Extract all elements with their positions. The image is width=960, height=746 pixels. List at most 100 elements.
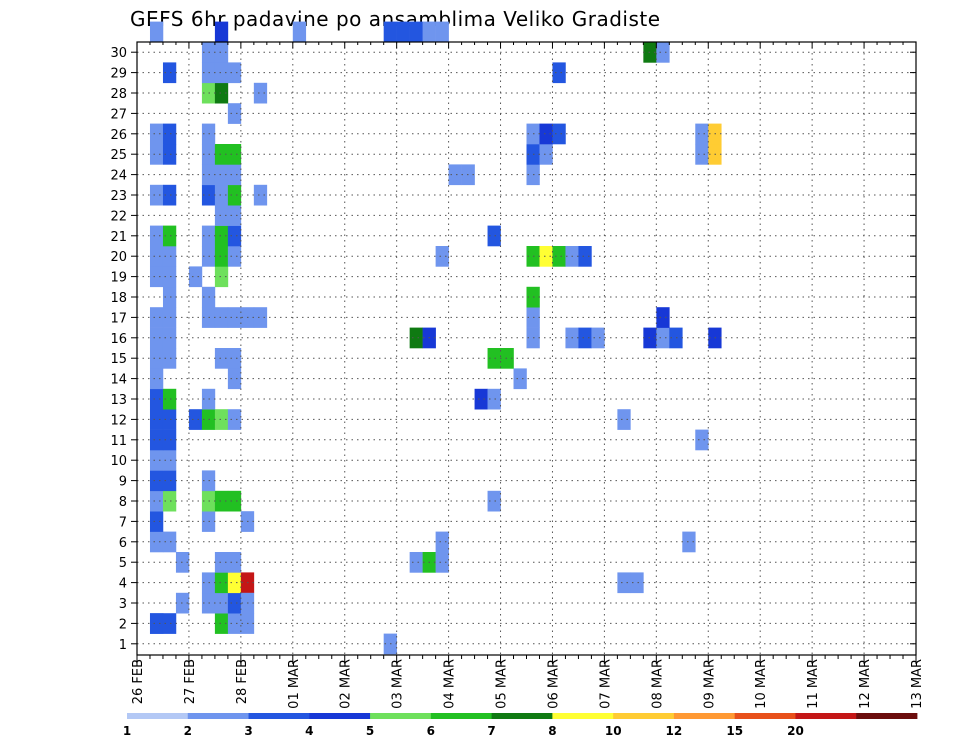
y-tick-label: 19: [110, 271, 127, 286]
heatmap-cell: [214, 572, 229, 594]
heatmap-cell: [149, 144, 164, 165]
heatmap-cell: [227, 144, 242, 165]
heatmap-cell: [214, 144, 229, 165]
legend-swatch: [491, 713, 553, 719]
heatmap-cell: [253, 82, 268, 104]
heatmap-cell: [162, 327, 177, 349]
heatmap-cell: [214, 613, 229, 634]
heatmap-cell: [552, 246, 566, 267]
heatmap-cell: [578, 327, 592, 349]
heatmap-cell: [214, 164, 229, 186]
grid-lines: [137, 42, 916, 655]
heatmap-cell: [487, 490, 501, 512]
heatmap-cell: [435, 531, 449, 553]
heatmap-cell: [227, 490, 242, 512]
heatmap-cell: [227, 409, 242, 430]
y-tick-label: 1: [119, 638, 127, 653]
heatmap-cell: [227, 62, 242, 84]
y-tick-label: 18: [110, 291, 127, 306]
legend-label: 15: [726, 724, 743, 738]
heatmap-cell: [162, 613, 177, 634]
x-tick-label: 09 MAR: [702, 659, 717, 709]
heatmap-cell: [149, 429, 164, 451]
legend-swatch: [552, 713, 614, 719]
heatmap-cell: [669, 327, 683, 349]
heatmap-cell: [695, 429, 709, 451]
heatmap-cell: [695, 144, 709, 165]
x-tick-label: 02 MAR: [339, 659, 354, 709]
y-tick-label: 16: [110, 332, 127, 347]
heatmap-cell: [253, 184, 268, 206]
heatmap-cell: [552, 123, 566, 145]
heatmap-cell: [214, 348, 229, 369]
y-tick-label: 17: [110, 311, 127, 326]
legend-label: 20: [787, 724, 804, 738]
heatmap-cell: [591, 327, 605, 349]
heatmap-cell: [617, 572, 631, 594]
heatmap-cell: [162, 62, 177, 84]
heatmap-cell: [149, 123, 164, 145]
x-tick-label: 13 MAR: [910, 659, 925, 709]
legend-swatch: [309, 713, 371, 719]
heatmap-cell: [214, 246, 229, 267]
heatmap-cell: [162, 225, 177, 247]
heatmap-cell: [188, 409, 203, 430]
x-tick-label: 03 MAR: [391, 659, 406, 709]
heatmap-cell: [214, 21, 229, 43]
heatmap-cell: [162, 450, 177, 471]
heatmap-cell: [214, 307, 229, 328]
legend-swatch: [248, 713, 310, 719]
heatmap-cell: [175, 552, 190, 573]
heatmap-cell: [149, 388, 164, 410]
heatmap-cell: [617, 409, 631, 430]
heatmap-cell: [539, 144, 553, 165]
heatmap-cell: [292, 21, 307, 43]
heatmap-cell: [188, 266, 203, 288]
heatmap-cell: [227, 184, 242, 206]
x-axis: 26 FEB 27 FEB 28 FEB 01 MAR 02 MAR 03 MAR 04 M…: [131, 42, 925, 709]
y-tick-label: 11: [110, 434, 127, 449]
legend-label: 6: [427, 724, 435, 738]
heatmap-cell: [162, 531, 177, 553]
heatmap-cell: [578, 246, 592, 267]
y-tick-label: 10: [110, 454, 127, 469]
heatmap-cell: [383, 21, 397, 43]
heatmap-cell: [214, 552, 229, 573]
heatmap-cell: [656, 307, 670, 328]
x-tick-label: 28 FEB: [235, 659, 250, 704]
heatmap-cell: [149, 184, 164, 206]
heatmap-cell: [227, 368, 242, 390]
heatmap-cell: [474, 388, 488, 410]
legend-swatch: [613, 713, 675, 719]
heatmap-cell: [513, 368, 527, 390]
legend-label: 4: [305, 724, 313, 738]
heatmap-cell: [149, 450, 164, 471]
y-tick-label: 12: [110, 413, 127, 428]
heatmap-cell: [422, 21, 436, 43]
legend-swatch: [795, 713, 857, 719]
heatmap-cell: [656, 42, 670, 63]
y-tick-label: 8: [119, 495, 127, 510]
heatmap-cell: [162, 409, 177, 430]
heatmap-cell: [149, 531, 164, 553]
legend-swatch: [187, 713, 249, 719]
heatmap-cell: [227, 348, 242, 369]
heatmap-cell: [175, 592, 190, 614]
heatmap-cell: [552, 62, 566, 84]
y-tick-label: 5: [119, 556, 127, 571]
heatmap-cell: [214, 409, 229, 430]
heatmap-cell: [214, 592, 229, 614]
x-tick-label: 11 MAR: [806, 659, 821, 709]
heatmap-cell: [162, 123, 177, 145]
legend: 1 2 3 4 5 6 7 8 10 12 15 20: [123, 713, 918, 738]
heatmap-cell: [162, 246, 177, 267]
legend-swatch: [734, 713, 796, 719]
heatmap-cell: [214, 62, 229, 84]
heatmap-cell: [162, 144, 177, 165]
heatmap-cell: [656, 327, 670, 349]
heatmap-cell: [695, 123, 709, 145]
heatmap-cell: [487, 348, 501, 369]
x-tick-label: 27 FEB: [183, 659, 198, 704]
y-tick-label: 7: [119, 515, 127, 530]
